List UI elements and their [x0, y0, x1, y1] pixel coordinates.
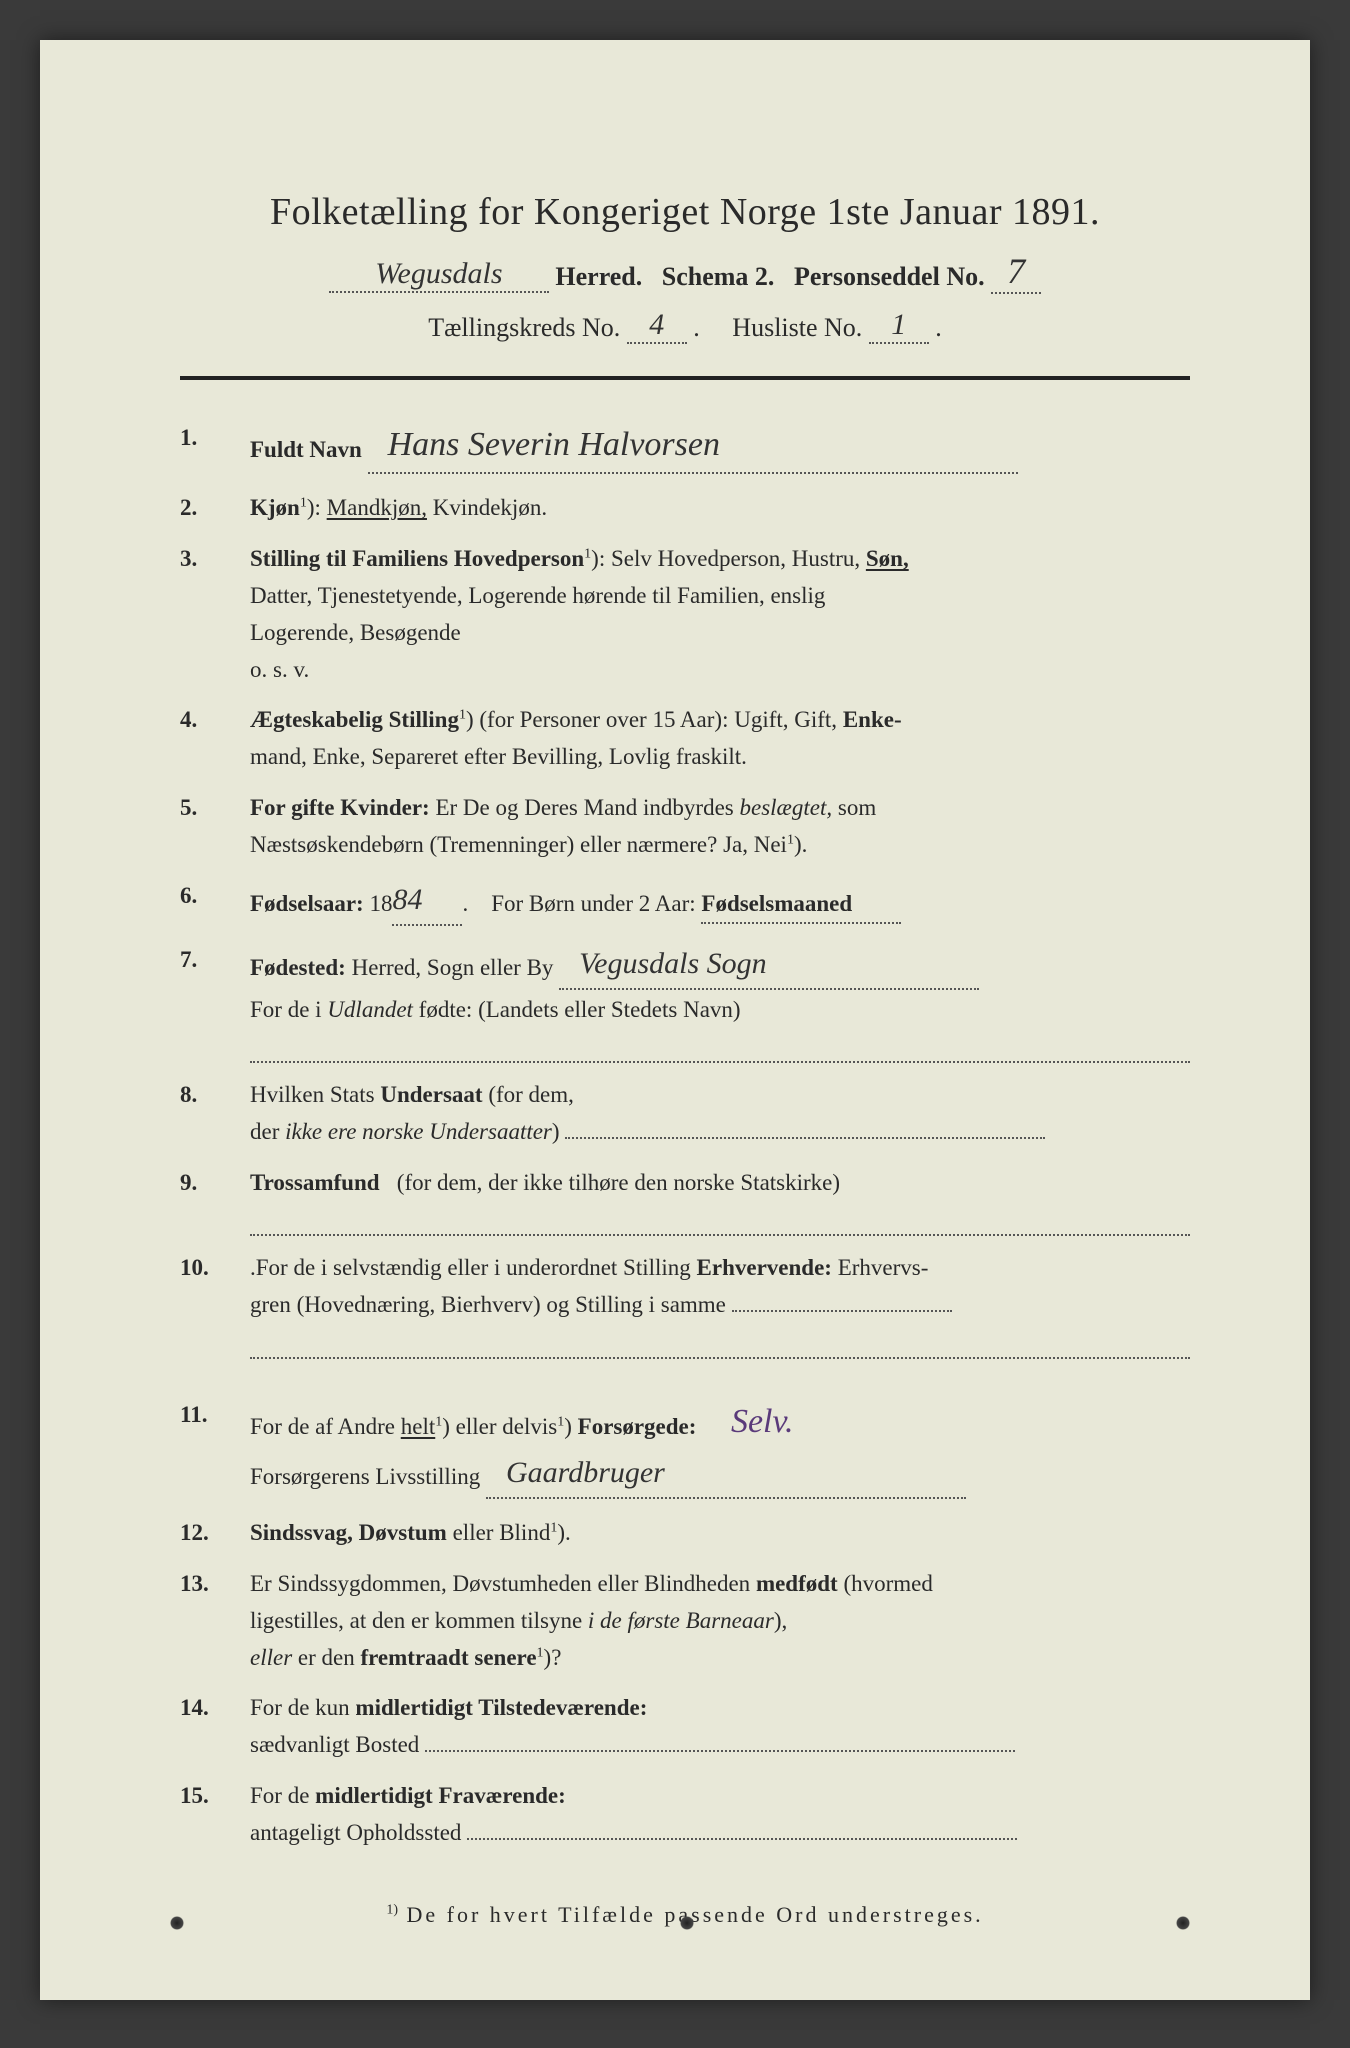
personseddel-label: Personseddel No. [794, 262, 985, 291]
mandkjon-underlined: Mandkjøn, [327, 495, 427, 520]
census-form-page: Folketælling for Kongeriget Norge 1ste J… [40, 40, 1310, 2000]
herred-label: Herred. [555, 262, 642, 291]
item-2: Kjøn1): Mandkjøn, Kvindekjøn. [180, 490, 1190, 527]
item-12: Sindssvag, Døvstum eller Blind1). [180, 1515, 1190, 1552]
husliste-no: 1 [869, 308, 929, 344]
item-8: Hvilken Stats Undersaat (for dem, der ik… [180, 1077, 1190, 1151]
selv-handwritten: Selv. [731, 1403, 794, 1440]
item-14: For de kun midlertidigt Tilstedeværende:… [180, 1690, 1190, 1764]
item-11: For de af Andre helt1) eller delvis1) Fo… [180, 1397, 1190, 1501]
item-1: Fuldt Navn Hans Severin Halvorsen [180, 420, 1190, 476]
kreds-label: Tællingskreds No. [428, 313, 620, 342]
dotted-line [250, 1216, 1190, 1237]
item-10: .For de i selvstændig eller i underordne… [180, 1250, 1190, 1324]
item-4: Ægteskabelig Stilling1) (for Personer ov… [180, 702, 1190, 776]
schema-label: Schema 2. [662, 262, 775, 291]
birthplace-hw: Vegusdals Sogn [559, 940, 979, 990]
kreds-no: 4 [627, 308, 687, 344]
livsstilling-hw: Gaardbruger [486, 1449, 966, 1499]
dotted-line [250, 1338, 1190, 1359]
birth-year-hw: 84 [392, 876, 462, 926]
item-15: For de midlertidigt Fraværende: antageli… [180, 1778, 1190, 1852]
divider [180, 376, 1190, 380]
item-5: For gifte Kvinder: Er De og Deres Mand i… [180, 790, 1190, 864]
personseddel-no: 7 [991, 250, 1041, 294]
item-9: Trossamfund (for dem, der ikke tilhøre d… [180, 1165, 1190, 1202]
son-underlined: Søn, [866, 546, 909, 571]
punch-hole-icon [170, 1916, 184, 1930]
item-3: Stilling til Familiens Hovedperson1): Se… [180, 541, 1190, 688]
punch-hole-icon [680, 1916, 694, 1930]
husliste-label: Husliste No. [732, 313, 862, 342]
name-handwritten: Hans Severin Halvorsen [368, 418, 1018, 474]
item-13: Er Sindssygdommen, Døvstumheden eller Bl… [180, 1566, 1190, 1676]
item-6: Fødselsaar: 1884. For Børn under 2 Aar: … [180, 878, 1190, 928]
form-items: Fuldt Navn Hans Severin Halvorsen Kjøn1)… [180, 420, 1190, 1852]
punch-hole-icon [1176, 1916, 1190, 1930]
herred-handwritten: Wegusdals [329, 257, 549, 293]
page-title: Folketælling for Kongeriget Norge 1ste J… [180, 190, 1190, 234]
dotted-line [250, 1042, 1190, 1063]
header-line-2: Tællingskreds No. 4 . Husliste No. 1 . [180, 310, 1190, 346]
header-line-1: Wegusdals Herred. Schema 2. Personseddel… [180, 252, 1190, 296]
item-7: Fødested: Herred, Sogn eller By Vegusdal… [180, 942, 1190, 1029]
